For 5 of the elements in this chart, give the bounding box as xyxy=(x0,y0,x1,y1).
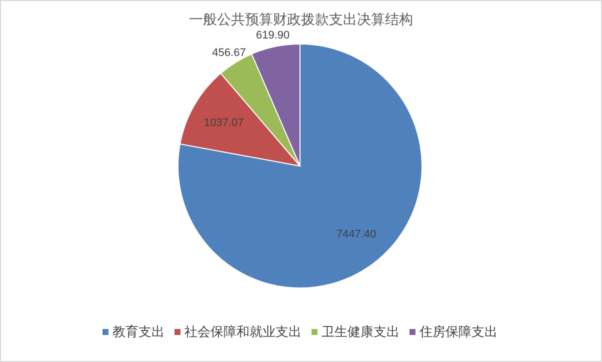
title: 一般公共预算财政拨款支出决算结构 xyxy=(189,11,413,27)
legend-label: 住房保障支出 xyxy=(418,324,498,339)
legend-label: 社会保障和就业支出 xyxy=(184,324,302,339)
legend-label: 教育支出 xyxy=(112,324,164,339)
legend-label: 卫生健康支出 xyxy=(322,324,400,339)
